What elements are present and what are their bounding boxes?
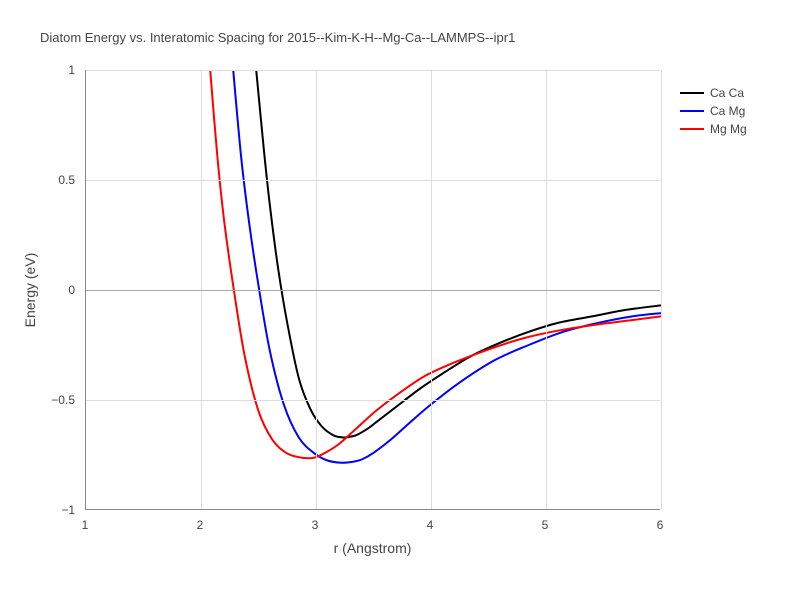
legend-swatch (680, 128, 704, 130)
legend: Ca Ca Ca Mg Mg Mg (680, 86, 747, 140)
legend-label: Ca Mg (710, 104, 745, 118)
legend-swatch (680, 110, 704, 112)
legend-item: Mg Mg (680, 122, 747, 136)
y-tick-label: 0.5 (58, 173, 75, 187)
zero-line (86, 290, 660, 291)
gridline-h (86, 400, 660, 401)
series-line (233, 70, 661, 463)
gridline-h (86, 180, 660, 181)
x-tick-label: 3 (312, 518, 319, 532)
chart-container: { "title": "Diatom Energy vs. Interatomi… (0, 0, 800, 600)
x-tick-label: 5 (542, 518, 549, 532)
y-tick-label: −0.5 (51, 393, 75, 407)
legend-label: Mg Mg (710, 122, 747, 136)
x-tick-label: 2 (197, 518, 204, 532)
x-tick-label: 1 (82, 518, 89, 532)
y-tick-label: 1 (68, 63, 75, 77)
y-tick-label: 0 (68, 283, 75, 297)
gridline-h (86, 70, 660, 71)
legend-swatch (680, 92, 704, 94)
legend-item: Ca Mg (680, 104, 747, 118)
legend-item: Ca Ca (680, 86, 747, 100)
x-tick-label: 4 (427, 518, 434, 532)
legend-label: Ca Ca (710, 86, 744, 100)
gridline-v (661, 70, 662, 509)
y-axis-label: Energy (eV) (22, 253, 38, 328)
x-tick-label: 6 (657, 518, 664, 532)
x-axis-label: r (Angstrom) (334, 540, 412, 556)
y-tick-label: −1 (61, 503, 75, 517)
plot-area (85, 70, 660, 510)
chart-title: Diatom Energy vs. Interatomic Spacing fo… (40, 30, 515, 45)
